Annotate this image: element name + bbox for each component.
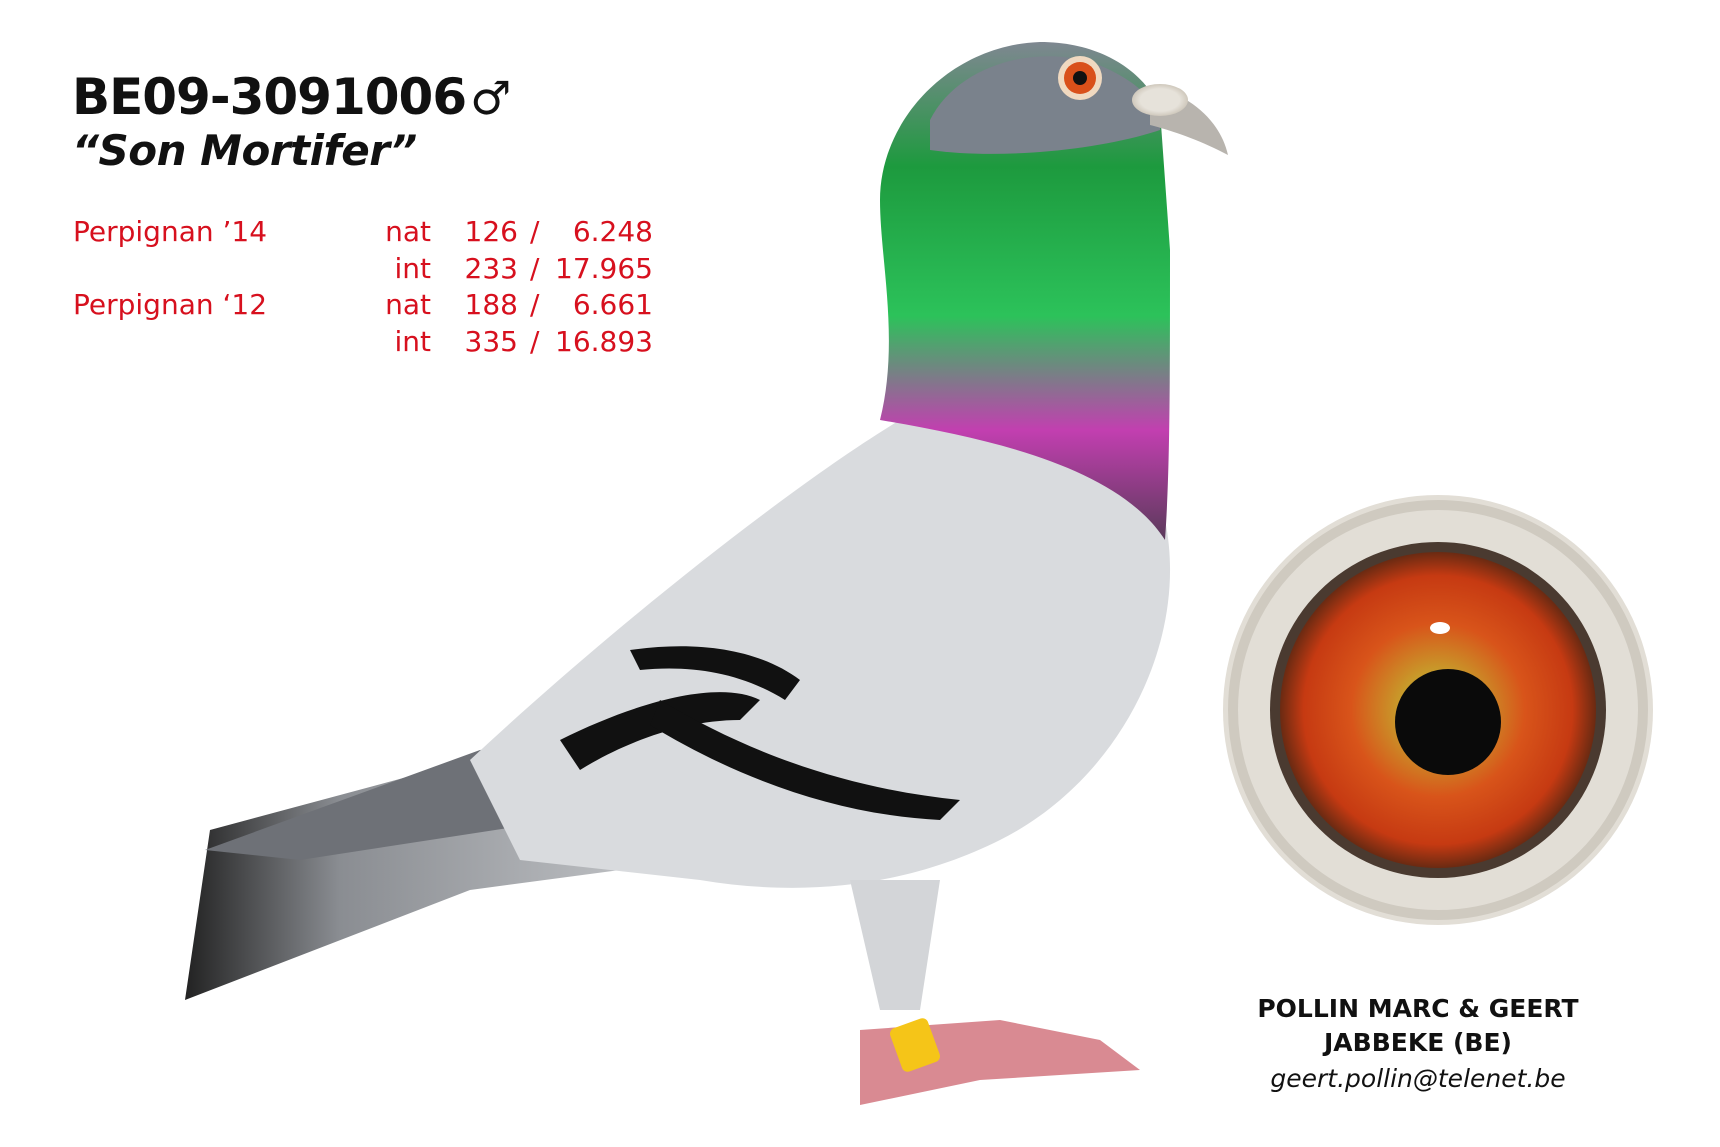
result-type: nat [385,215,431,248]
ring-number: BE09-3091006 [72,68,467,126]
result-total: 6.661 [572,288,653,321]
separator: / [530,288,540,321]
male-symbol-icon: ♂ [470,71,511,125]
result-type: int [394,324,431,358]
pigeon-name: “Son Mortifer” [72,126,417,175]
owner-location: JABBEKE (BE) [1324,1028,1512,1057]
ring-number-title: BE09-3091006♂ [72,68,511,126]
separator: / [530,251,540,285]
result-total: 6.248 [572,215,653,248]
owner-name: POLLIN MARC & GEERT [1257,994,1579,1023]
eye-closeup [1223,495,1653,925]
pigeon-body [185,42,1228,1105]
race-name: Perpignan ‘12 [73,288,268,321]
owner-email: geert.pollin@telenet.be [1270,1064,1566,1093]
result-total: 16.893 [555,324,653,358]
separator: / [530,215,540,248]
race-name: Perpignan ’14 [73,215,268,248]
result-total: 17.965 [555,251,653,285]
result-position: 335 [464,324,518,358]
result-type: nat [385,288,431,321]
result-position: 126 [464,215,518,248]
result-position: 188 [464,288,518,321]
separator: / [530,324,540,358]
owner-info: POLLIN MARC & GEERT JABBEKE (BE) geert.p… [1218,992,1618,1098]
result-type: int [394,251,431,285]
result-position: 233 [464,251,518,285]
